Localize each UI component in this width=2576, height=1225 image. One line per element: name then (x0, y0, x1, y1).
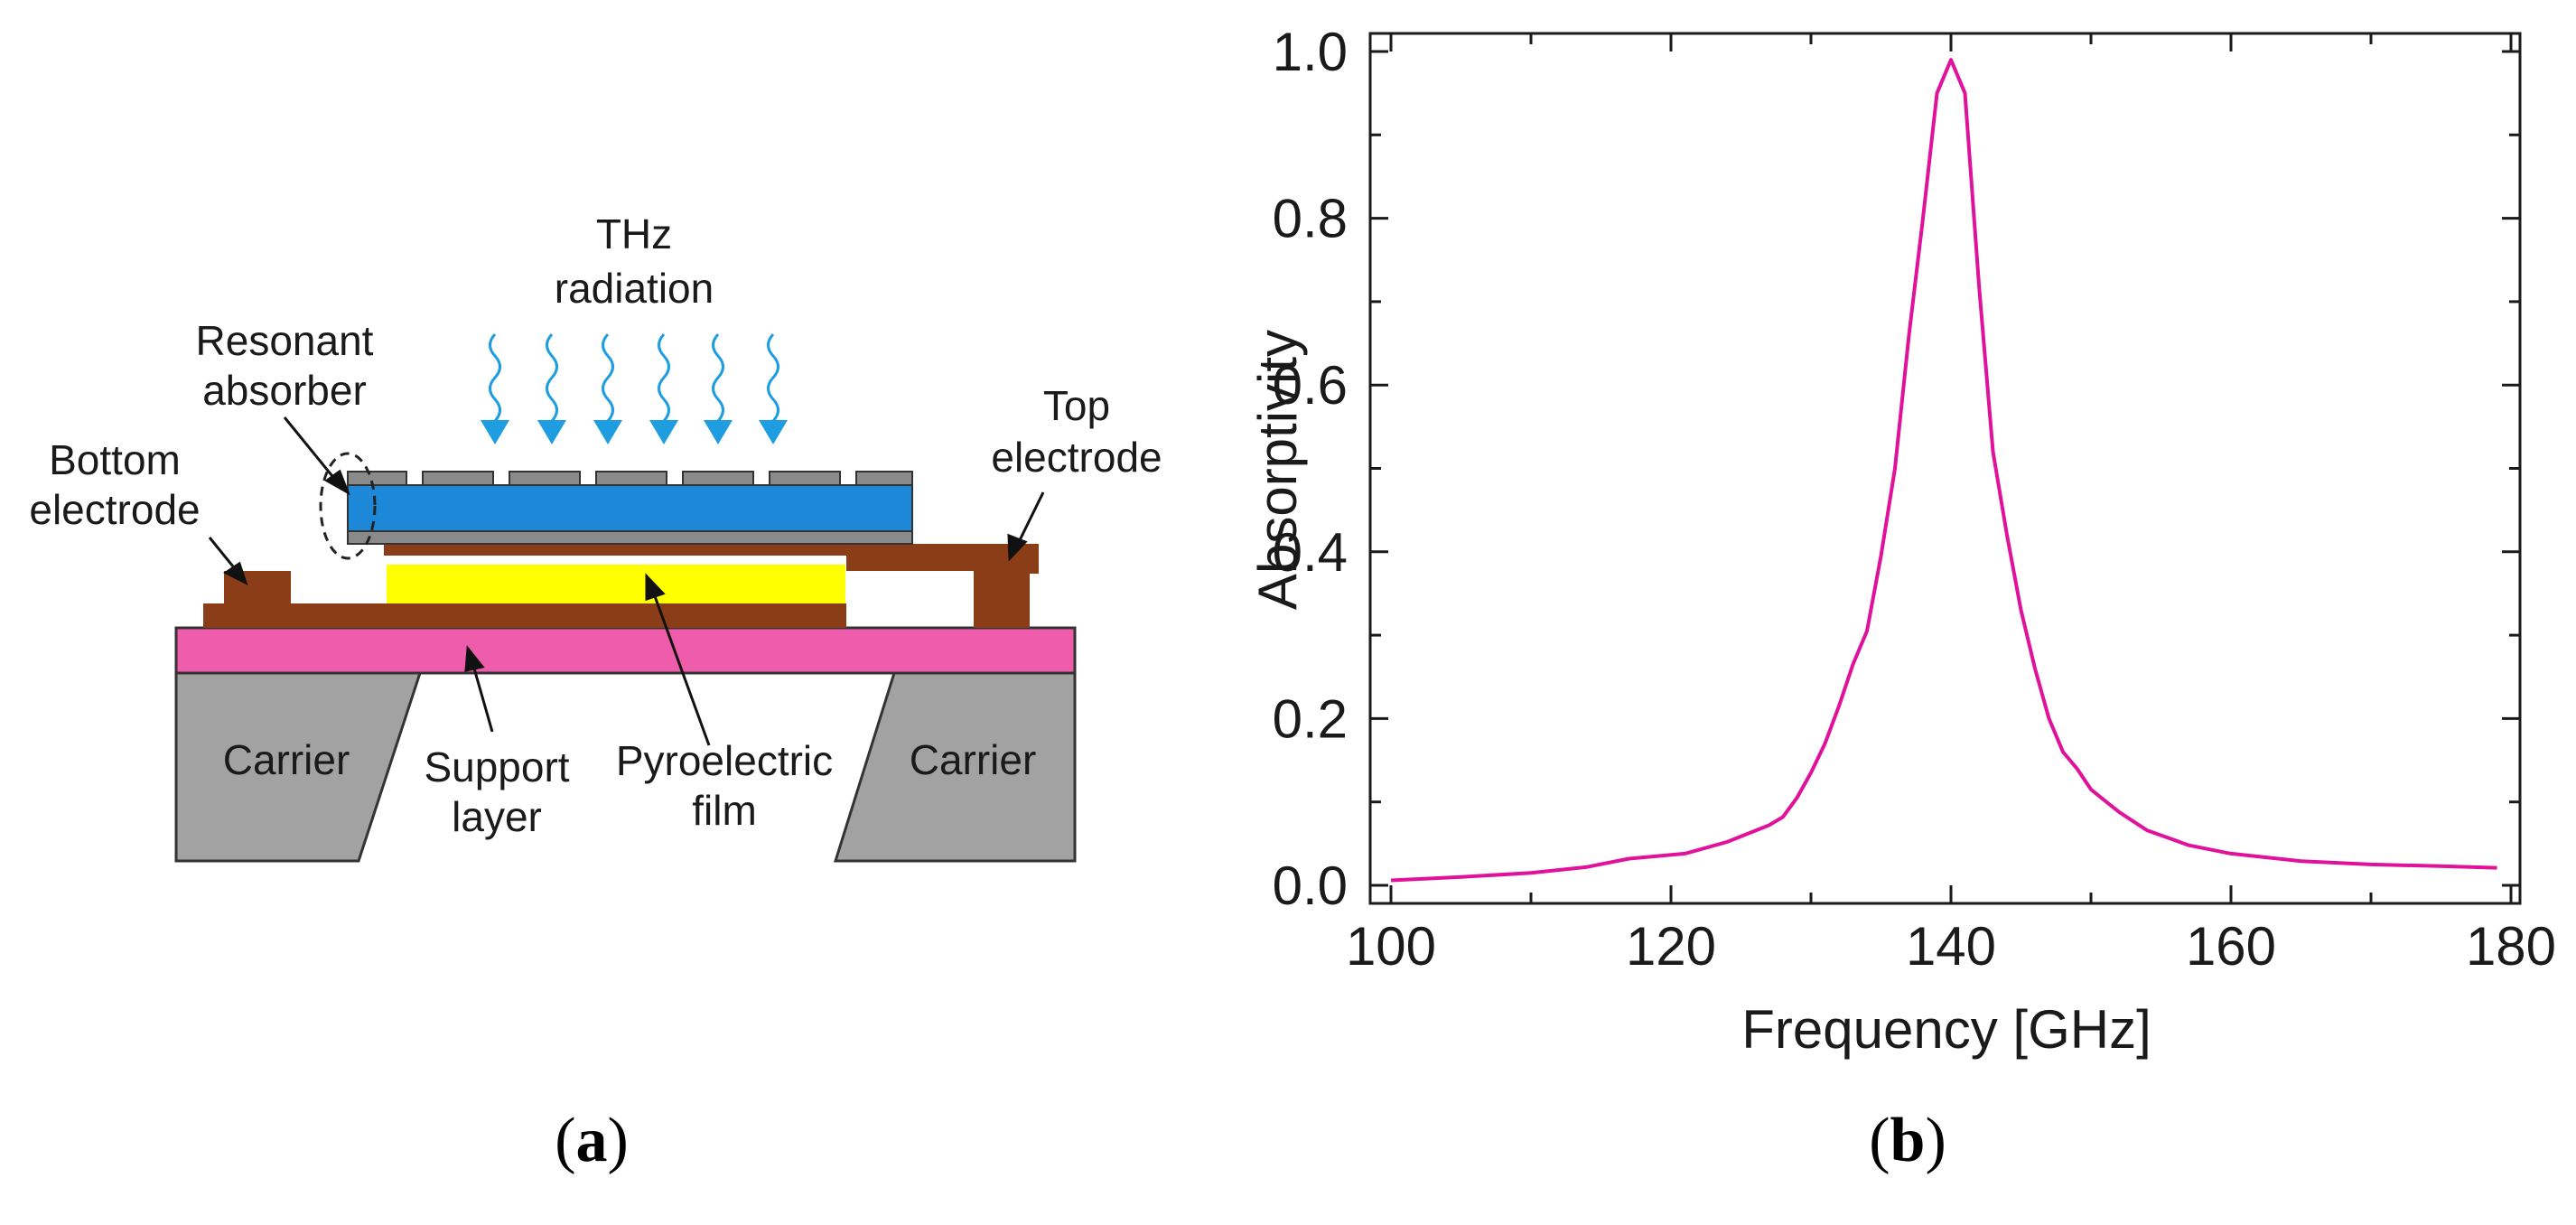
detector-diagram: THz radiation Resonant absorber Top elec… (29, 210, 1162, 863)
bottom-electrode-label-line2: electrode (29, 486, 200, 533)
absorptivity-chart: 100 120 140 160 180 0.0 0.2 0.4 0.6 0.8 1.0 Freque… (1247, 22, 2556, 1060)
thz-label-line2: radiation (555, 265, 714, 312)
support-layer (174, 626, 1077, 675)
support-layer-label-line1: Support (424, 743, 569, 790)
thz-radiation-arrows (489, 332, 779, 430)
axis-ticks (1370, 33, 2520, 903)
panel-label-a: (a) (555, 1106, 629, 1175)
resonant-absorber-label-line2: absorber (202, 367, 367, 414)
bottom-electrode (203, 571, 846, 628)
y-tick-label: 1.0 (1273, 22, 1348, 82)
leader-lines (208, 416, 1045, 746)
top-electrode-label-line1: Top (1043, 382, 1110, 429)
absorber-bottom-metal (347, 530, 913, 545)
bottom-electrode-label-line1: Bottom (49, 436, 181, 483)
carrier-left-label: Carrier (223, 736, 350, 783)
x-axis-title: Frequency [GHz] (1741, 999, 2151, 1060)
x-tick-label: 100 (1346, 916, 1436, 977)
carrier-right-label: Carrier (910, 736, 1037, 783)
y-tick-label: 0.2 (1273, 688, 1348, 749)
y-tick-label: 0.4 (1273, 522, 1348, 583)
x-tick-label: 120 (1626, 916, 1716, 977)
thz-label-line1: THz (596, 210, 672, 257)
pyroelectric-film-label-line2: film (692, 787, 757, 834)
absorber-highlight-ellipse (319, 452, 377, 560)
support-layer-label-line2: layer (452, 793, 542, 840)
x-tick-label: 180 (2466, 916, 2556, 977)
y-tick-label: 0.0 (1273, 856, 1348, 916)
y-tick-label: 0.6 (1273, 355, 1348, 416)
absorber-top-patches (347, 471, 913, 486)
absorber-dielectric (347, 484, 913, 532)
pyroelectric-film (387, 565, 845, 603)
y-axis-title: Absorptivity (1247, 330, 1308, 610)
thz-arrowheads (481, 420, 788, 444)
plot-frame (1368, 32, 2522, 905)
pyroelectric-film-label-line1: Pyroelectric (616, 737, 833, 784)
panel-label-b: (b) (1869, 1106, 1946, 1175)
x-tick-label: 160 (2186, 916, 2276, 977)
y-tick-label: 0.8 (1273, 189, 1348, 249)
x-tick-label: 140 (1906, 916, 1996, 977)
axis-tick-labels: 100 120 140 160 180 0.0 0.2 0.4 0.6 0.8 1.0 (1273, 22, 2556, 977)
top-electrode-label-line2: electrode (991, 434, 1162, 481)
top-electrode (384, 544, 1039, 628)
resonant-absorber-label-line1: Resonant (196, 317, 374, 364)
absorptivity-curve (1390, 58, 2497, 883)
